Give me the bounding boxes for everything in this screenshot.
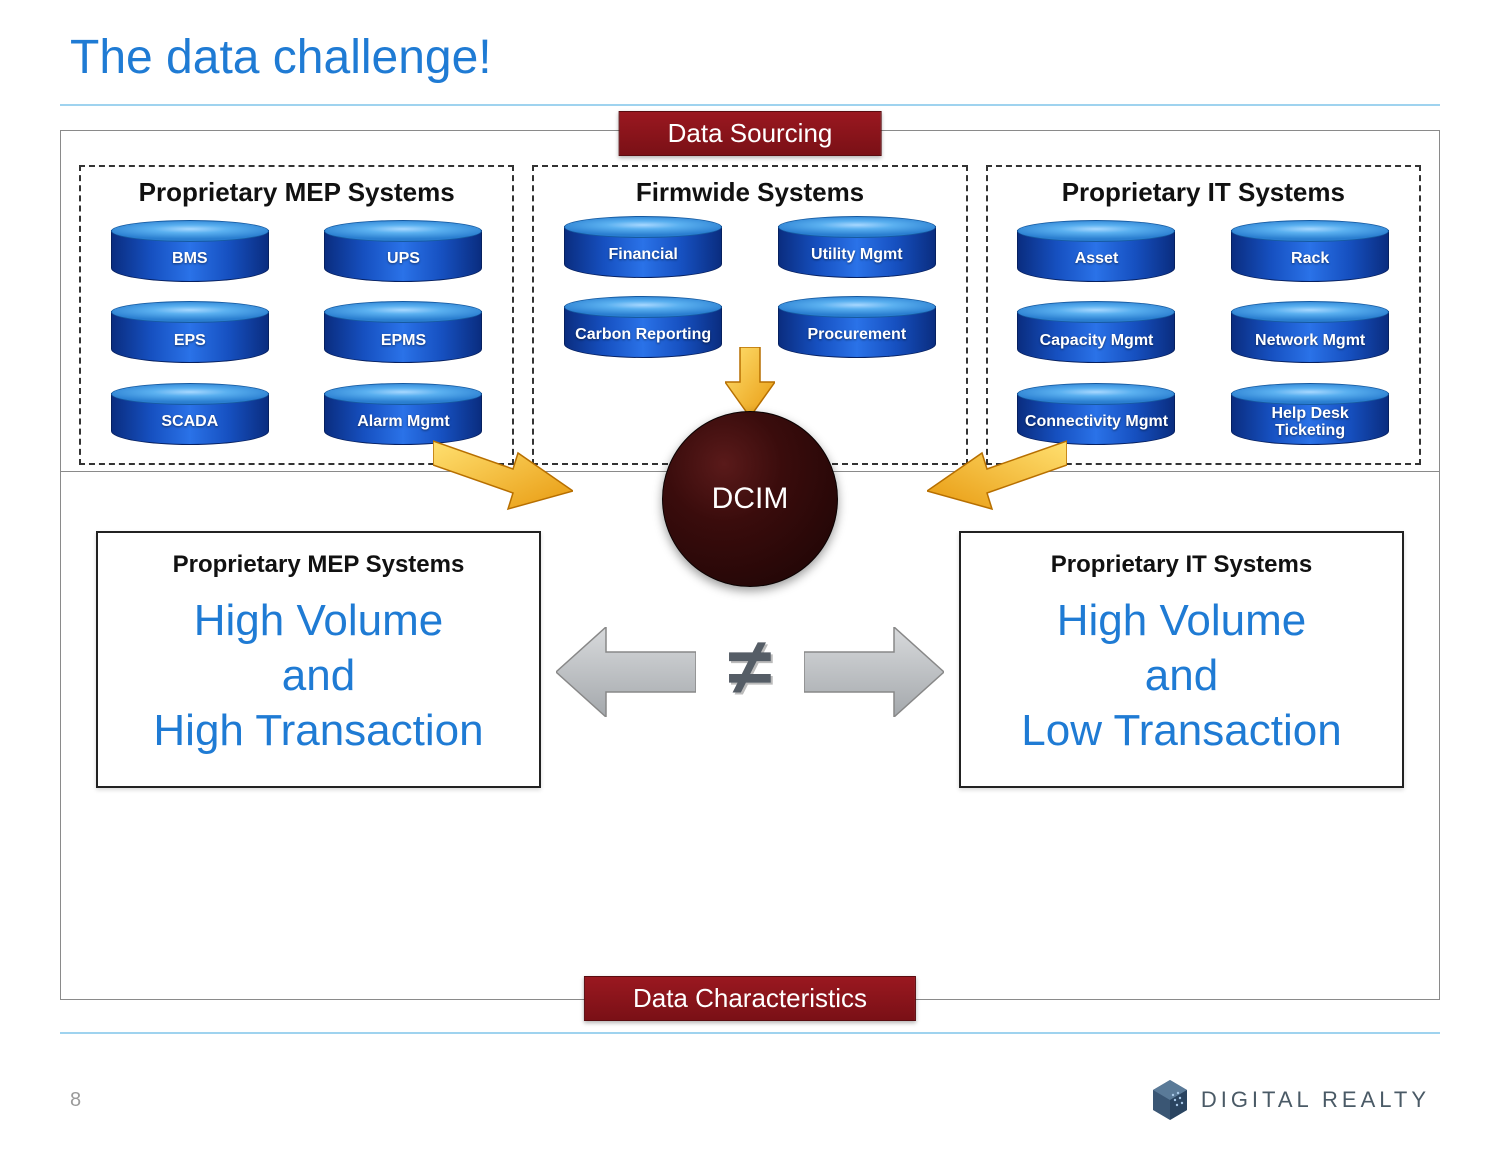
grey-arrow-right-icon: [804, 627, 944, 717]
footer-rule: [60, 1032, 1440, 1034]
group-it-title: Proprietary IT Systems: [1002, 177, 1405, 208]
arrow-down-icon: [725, 347, 775, 417]
characteristic-right: Proprietary IT Systems High Volume and L…: [959, 531, 1404, 788]
banner-data-sourcing: Data Sourcing: [619, 111, 882, 156]
db-label: Help Desk Ticketing: [1231, 403, 1389, 441]
db-eps: EPS: [111, 301, 269, 363]
db-label: BMS: [111, 240, 269, 278]
grey-arrow-left-icon: [556, 627, 696, 717]
db-help-desk: Help Desk Ticketing: [1231, 383, 1389, 445]
diagram-container: Data Sourcing Proprietary MEP Systems BM…: [60, 130, 1440, 1000]
db-bms: BMS: [111, 220, 269, 282]
db-label: EPMS: [324, 321, 482, 359]
db-label: Asset: [1017, 240, 1175, 278]
group-mep-title: Proprietary MEP Systems: [95, 177, 498, 208]
title-rule: [60, 104, 1440, 106]
brand-logo-icon: [1151, 1078, 1189, 1122]
db-label: Rack: [1231, 240, 1389, 278]
dcim-label: DCIM: [712, 482, 789, 516]
arrow-from-right-icon: [927, 431, 1067, 511]
brand-text: DIGITAL REALTY: [1201, 1087, 1430, 1113]
db-asset: Asset: [1017, 220, 1175, 282]
banner-data-characteristics: Data Characteristics: [584, 976, 916, 1021]
db-label: SCADA: [111, 403, 269, 441]
brand-footer: DIGITAL REALTY: [1151, 1078, 1430, 1122]
db-network-mgmt: Network Mgmt: [1231, 301, 1389, 363]
char-left-body: High Volume and High Transaction: [116, 593, 521, 758]
char-right-body: High Volume and Low Transaction: [979, 593, 1384, 758]
page-number: 8: [70, 1089, 81, 1112]
group-it: Proprietary IT Systems Asset Rack Capaci…: [986, 165, 1421, 465]
group-mep-grid: BMS UPS EPS EPMS SCADA Alarm Mgmt: [95, 216, 498, 449]
db-label: Capacity Mgmt: [1017, 321, 1175, 359]
db-label: Utility Mgmt: [778, 236, 936, 274]
db-financial: Financial: [564, 216, 722, 278]
group-firmwide-grid: Financial Utility Mgmt Carbon Reporting …: [548, 216, 951, 358]
db-carbon-reporting: Carbon Reporting: [564, 296, 722, 358]
db-label: UPS: [324, 240, 482, 278]
db-label: EPS: [111, 321, 269, 359]
dcim-circle: DCIM: [662, 411, 838, 587]
db-ups: UPS: [324, 220, 482, 282]
db-label: Procurement: [778, 316, 936, 354]
db-epms: EPMS: [324, 301, 482, 363]
db-label: Carbon Reporting: [564, 316, 722, 354]
db-capacity-mgmt: Capacity Mgmt: [1017, 301, 1175, 363]
db-procurement: Procurement: [778, 296, 936, 358]
db-label: Network Mgmt: [1231, 321, 1389, 359]
db-label: Financial: [564, 236, 722, 274]
characteristic-left: Proprietary MEP Systems High Volume and …: [96, 531, 541, 788]
slide-title: The data challenge!: [70, 30, 492, 85]
char-right-title: Proprietary IT Systems: [979, 551, 1384, 579]
group-mep: Proprietary MEP Systems BMS UPS EPS EPMS…: [79, 165, 514, 465]
arrow-from-left-icon: [433, 431, 573, 511]
db-utility-mgmt: Utility Mgmt: [778, 216, 936, 278]
db-scada: SCADA: [111, 383, 269, 445]
db-rack: Rack: [1231, 220, 1389, 282]
not-equal-icon: ≠: [728, 621, 772, 713]
group-firmwide-title: Firmwide Systems: [548, 177, 951, 208]
group-it-grid: Asset Rack Capacity Mgmt Network Mgmt Co…: [1002, 216, 1405, 449]
char-left-title: Proprietary MEP Systems: [116, 551, 521, 579]
